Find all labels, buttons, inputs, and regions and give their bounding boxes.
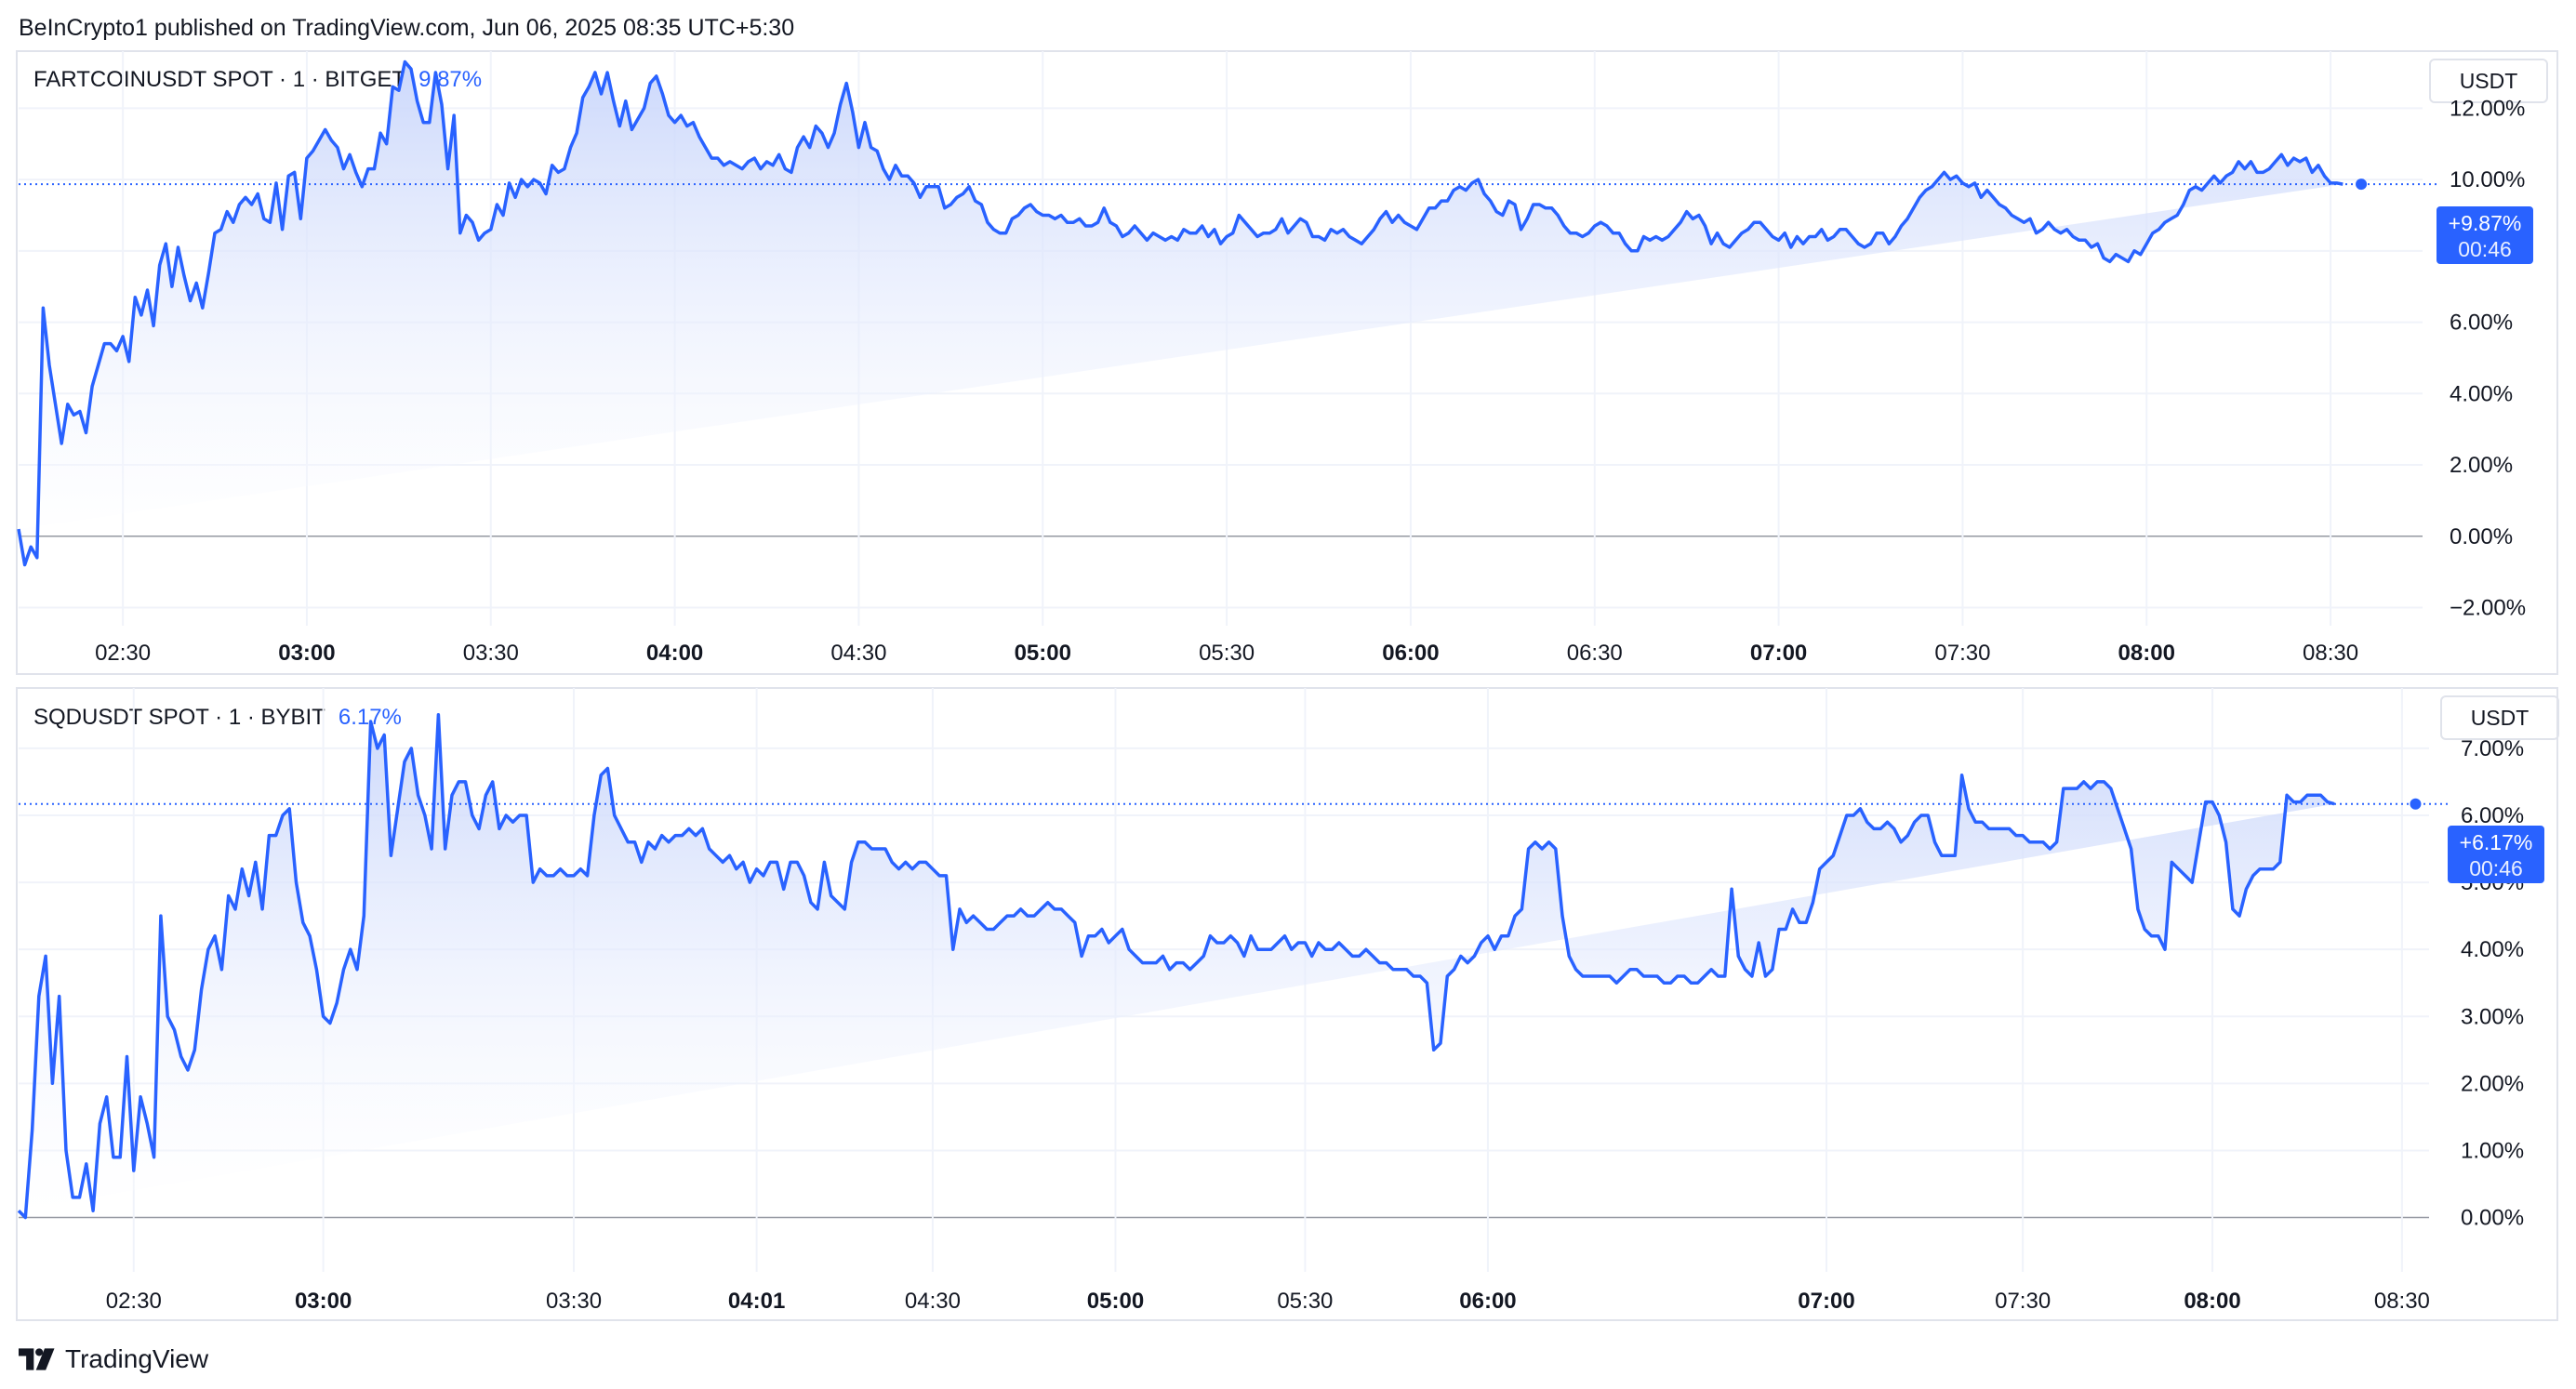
x-tick-label: 08:00 xyxy=(2184,1289,2240,1314)
chart2-currency-button[interactable]: USDT xyxy=(2440,695,2559,740)
x-tick-label: 07:30 xyxy=(1995,1289,2051,1314)
chart1-last-value: +9.87% xyxy=(2448,211,2522,235)
y-tick-label: −2.00% xyxy=(2450,595,2526,620)
chart1-frame xyxy=(16,50,2558,675)
x-tick-label: 04:00 xyxy=(646,641,703,666)
x-tick-label: 03:30 xyxy=(546,1289,602,1314)
x-tick-label: 03:30 xyxy=(463,641,519,666)
area-fill xyxy=(19,61,2344,565)
y-tick-label: 10.00% xyxy=(2450,167,2525,192)
x-tick-label: 08:30 xyxy=(2303,641,2358,666)
chart1-countdown: 00:46 xyxy=(2458,237,2512,261)
series-line xyxy=(17,60,2344,567)
x-tick-label: 02:30 xyxy=(106,1289,162,1314)
x-tick-label: 08:30 xyxy=(2374,1289,2430,1314)
x-tick-label: 06:30 xyxy=(1567,641,1623,666)
chart1-last-price-tag: +9.87% 00:46 xyxy=(2437,206,2533,264)
y-tick-label: 6.00% xyxy=(2450,311,2513,336)
x-tick-label: 08:00 xyxy=(2118,641,2175,666)
tradingview-logo-icon xyxy=(19,1348,55,1370)
published-caption: BeInCrypto1 published on TradingView.com… xyxy=(19,15,795,41)
y-tick-label: 1.00% xyxy=(2461,1138,2524,1163)
chart2-legend: SQDUSDT SPOT · 1 · BYBIT 6.17% xyxy=(33,705,402,731)
x-tick-label: 05:30 xyxy=(1277,1289,1333,1314)
x-tick-label: 06:00 xyxy=(1382,641,1439,666)
x-tick-label: 07:00 xyxy=(1750,641,1807,666)
tradingview-footer[interactable]: TradingView xyxy=(19,1344,208,1374)
chart2-symbol-label[interactable]: SQDUSDT SPOT · 1 · BYBIT xyxy=(33,705,325,730)
x-tick-label: 03:00 xyxy=(278,641,335,666)
chart1-legend: FARTCOINUSDT SPOT · 1 · BITGET 9.87% xyxy=(33,67,482,93)
y-tick-label: 3.00% xyxy=(2461,1004,2524,1029)
chart2-last-price-tag: +6.17% 00:46 xyxy=(2448,826,2544,883)
y-tick-label: 4.00% xyxy=(2450,381,2513,406)
y-tick-label: 4.00% xyxy=(2461,937,2524,962)
tradingview-wordmark: TradingView xyxy=(65,1344,209,1373)
x-tick-label: 05:00 xyxy=(1087,1289,1144,1314)
chart2-frame xyxy=(16,687,2558,1321)
chart1: −2.00%0.00%2.00%4.00%6.00%8.00%10.00%12.… xyxy=(16,50,2558,675)
y-tick-label: 12.00% xyxy=(2450,96,2525,121)
y-tick-label: 6.00% xyxy=(2461,803,2524,828)
area-fill xyxy=(19,714,2335,1218)
x-tick-label: 05:30 xyxy=(1199,641,1255,666)
y-tick-label: 2.00% xyxy=(2450,453,2513,478)
y-tick-label: 0.00% xyxy=(2450,524,2513,549)
last-value-dot xyxy=(2410,798,2422,810)
x-tick-label: 07:30 xyxy=(1934,641,1990,666)
y-tick-label: 2.00% xyxy=(2461,1071,2524,1096)
chart1-symbol-label[interactable]: FARTCOINUSDT SPOT · 1 · BITGET xyxy=(33,67,406,92)
x-tick-label: 04:30 xyxy=(905,1289,961,1314)
x-tick-label: 02:30 xyxy=(95,641,151,666)
y-tick-label: 0.00% xyxy=(2461,1206,2524,1231)
chart2: 0.00%1.00%2.00%3.00%4.00%5.00%6.00%7.00%… xyxy=(16,687,2558,1321)
x-tick-label: 04:30 xyxy=(830,641,886,666)
chart2-countdown: 00:46 xyxy=(2469,856,2523,880)
series-line xyxy=(17,713,2335,1220)
x-tick-label: 05:00 xyxy=(1015,641,1071,666)
x-tick-label: 07:00 xyxy=(1798,1289,1854,1314)
last-value-dot xyxy=(2356,179,2368,191)
chart2-last-value: +6.17% xyxy=(2459,830,2533,854)
chart1-change-label: 9.87% xyxy=(418,67,483,92)
chart1-currency-button[interactable]: USDT xyxy=(2429,59,2548,103)
y-tick-label: 7.00% xyxy=(2461,736,2524,761)
x-tick-label: 04:01 xyxy=(728,1289,785,1314)
x-tick-label: 03:00 xyxy=(295,1289,352,1314)
x-tick-label: 06:00 xyxy=(1459,1289,1516,1314)
